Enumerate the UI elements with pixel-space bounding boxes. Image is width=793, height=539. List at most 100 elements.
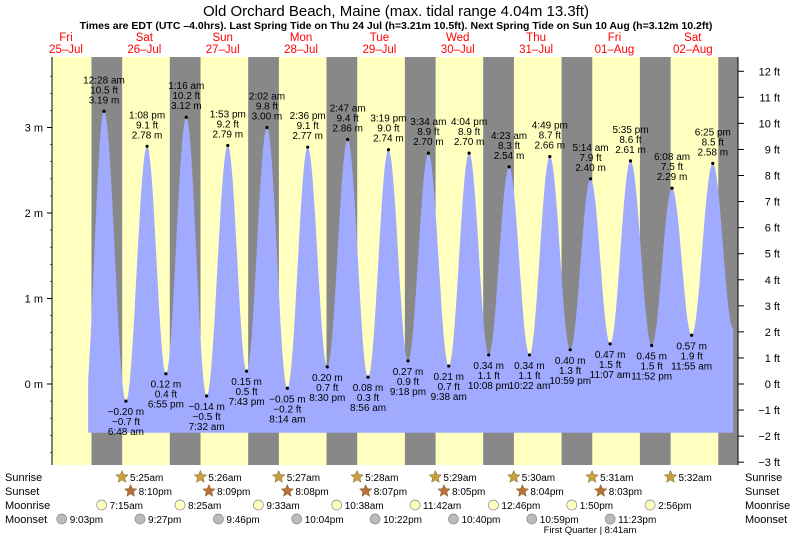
day-weekday: Tue — [370, 32, 389, 44]
day-date: 26–Jul — [127, 44, 161, 56]
day-date: 29–Jul — [362, 44, 396, 56]
axes: 0 m 1 m 2 m 3 m −3 ft −2 ft −1 ft 0 ft 1 ft 2 ft 3… — [25, 57, 780, 469]
moonrise-icon — [409, 499, 421, 511]
right-tick-label: −1 ft — [758, 405, 780, 417]
tide-time-label: 11:52 pm — [631, 372, 672, 383]
tide-time-label: 4:49 pm — [532, 121, 568, 132]
moonset-icon — [604, 513, 616, 525]
row-label-left: Sunrise — [5, 472, 42, 484]
tide-ft-label: −0.2 ft — [273, 404, 301, 415]
tide-m-label: 2.40 m — [575, 163, 606, 174]
moonset-time: 9:46pm — [226, 515, 259, 526]
sunrise-icon — [271, 469, 286, 483]
right-tick-label: 4 ft — [765, 275, 780, 287]
tide-point — [346, 137, 350, 142]
tide-time-label: 6:48 am — [108, 427, 144, 438]
tide-ft-label: 1.9 ft — [681, 351, 703, 362]
left-tick-label: 1 m — [25, 294, 43, 306]
day-weekday: Wed — [446, 32, 469, 44]
tide-m-label: 0.47 m — [595, 350, 626, 361]
tide-point — [507, 165, 511, 169]
day-date: 31–Jul — [519, 44, 553, 56]
sunset-time: 8:07pm — [374, 487, 407, 498]
sunrise-icon — [350, 469, 364, 483]
day-weekday: Fri — [608, 32, 621, 44]
tide-point — [588, 177, 593, 181]
tide-m-label: 2.29 m — [657, 172, 688, 183]
row-label-right: Sunrise — [745, 472, 782, 484]
day-date: 30–Jul — [441, 44, 475, 56]
right-tick-label: 12 ft — [759, 66, 780, 78]
tide-ft-label: 8.3 ft — [498, 141, 520, 152]
sunrise-time: 5:30am — [522, 473, 555, 484]
tide-ft-label: 10.5 ft — [90, 85, 118, 96]
sunrise-time: 5:32am — [678, 473, 711, 484]
tide-ft-label: 9.1 ft — [297, 121, 319, 132]
astro-rows: Sunrise Sunrise 5:25am 5:26am 5:27am 5:28am 5:… — [5, 469, 790, 526]
moonrise-icon — [174, 499, 186, 511]
sunrise-icon — [428, 469, 443, 483]
tide-m-label: 0.15 m — [231, 377, 262, 388]
moonset-icon — [56, 513, 68, 525]
tide-point — [164, 372, 168, 376]
sunset-time: 8:04pm — [530, 487, 563, 498]
sunrise-time: 5:29am — [443, 473, 476, 484]
tide-m-label: 0.34 m — [473, 361, 504, 372]
tide-point — [306, 145, 310, 149]
row-label-left: Sunset — [5, 486, 39, 498]
tide-m-label: 0.12 m — [151, 380, 182, 391]
tide-area — [88, 111, 734, 433]
tide-ft-label: 8.9 ft — [417, 127, 439, 138]
tide-point — [145, 144, 149, 148]
row-label-left: Moonrise — [5, 500, 50, 512]
sunrise-icon — [585, 469, 599, 483]
tide-point — [366, 375, 370, 379]
day-weekday: Fri — [59, 32, 72, 44]
tide-m-label: 0.57 m — [676, 341, 707, 352]
moonset-time: 10:40pm — [461, 515, 500, 526]
tide-time-label: 9:38 am — [431, 392, 467, 403]
sunrise-time: 5:27am — [287, 473, 320, 484]
moonset-time: 9:27pm — [148, 515, 181, 526]
moonset-time: 9:03pm — [70, 515, 103, 526]
day-date: 02–Aug — [673, 44, 713, 56]
day-weekday: Thu — [526, 32, 546, 44]
tide-m-label: 2.70 m — [454, 137, 485, 148]
tide-ft-label: 8.6 ft — [619, 135, 641, 146]
tide-point — [628, 159, 633, 163]
right-tick-label: 8 ft — [765, 171, 780, 183]
right-tick-label: 1 ft — [765, 353, 780, 365]
tide-time-label: 6:08 am — [654, 152, 690, 163]
day-weekday: Sat — [684, 32, 702, 44]
day-headers: Fri25–JulSat26–JulSun27–JulMon28–JulTue2… — [49, 32, 713, 56]
moonrise-time: 1:50pm — [580, 501, 613, 512]
day-date: 01–Aug — [595, 44, 635, 56]
chart-subtitle: Times are EDT (UTC –4.0hrs). Last Spring… — [80, 20, 713, 32]
tide-point — [467, 151, 471, 155]
sunset-time: 8:05pm — [452, 487, 485, 498]
tide-ft-label: 1.3 ft — [559, 366, 581, 377]
right-tick-label: 6 ft — [765, 223, 780, 235]
sunset-icon — [593, 483, 608, 497]
tide-time-label: 8:30 pm — [309, 393, 345, 404]
moonrise-icon — [488, 499, 499, 511]
tide-point — [406, 359, 410, 363]
right-tick-label: 5 ft — [765, 249, 780, 261]
tide-time-label: 3:19 pm — [370, 114, 406, 125]
tide-m-label: 0.21 m — [433, 372, 464, 383]
tide-time-label: 5:14 am — [572, 143, 608, 154]
tide-point — [548, 154, 552, 159]
moonset-icon — [134, 513, 146, 525]
tide-time-label: 10:22 am — [509, 381, 551, 392]
tide-ft-label: −0.7 ft — [112, 417, 140, 428]
sunset-icon — [123, 483, 138, 497]
tide-time-label: 4:04 pm — [451, 117, 487, 128]
sunrise-icon — [193, 469, 208, 483]
tide-ft-label: 9.0 ft — [377, 124, 399, 135]
tide-time-label: 6:55 pm — [148, 400, 184, 411]
tide-m-label: −0.20 m — [108, 407, 144, 418]
row-label-right: Moonset — [745, 514, 787, 526]
tide-m-label: 2.61 m — [615, 145, 646, 156]
sunset-icon — [202, 483, 216, 497]
tide-ft-label: −0.5 ft — [193, 412, 221, 423]
